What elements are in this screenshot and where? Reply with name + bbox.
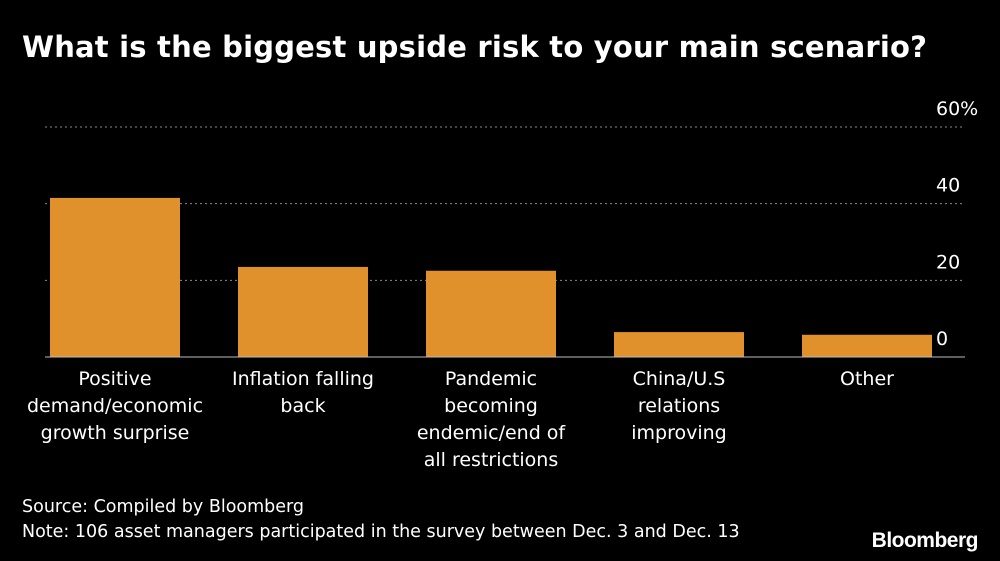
bloomberg-logo: Bloomberg xyxy=(871,529,979,552)
category-label-2: Pandemic becoming endemic/end of all restri… xyxy=(417,368,567,471)
survey-note: Note: 106 asset managers participated in… xyxy=(22,522,740,542)
bar-4 xyxy=(802,334,932,357)
source-note: Source: Compiled by Bloomberg xyxy=(22,497,305,517)
chart-title: What is the biggest upside risk to your … xyxy=(22,30,928,64)
bar-0 xyxy=(50,197,180,357)
bar-3 xyxy=(614,332,744,357)
category-label-4: Other xyxy=(840,368,894,390)
category-label-1: Inflation falling back xyxy=(232,368,374,417)
y-tick-label-40: 40 xyxy=(936,175,960,197)
bar-1 xyxy=(238,266,368,357)
y-tick-label-0: 0 xyxy=(936,328,948,350)
category-label-3: China/U.S relations improving xyxy=(631,368,727,444)
y-tick-label-60: 60% xyxy=(936,98,978,120)
y-tick-label-20: 20 xyxy=(936,251,960,273)
bar-2 xyxy=(426,270,556,357)
category-label-0: Positive demand/economic growth surprise xyxy=(27,368,203,444)
